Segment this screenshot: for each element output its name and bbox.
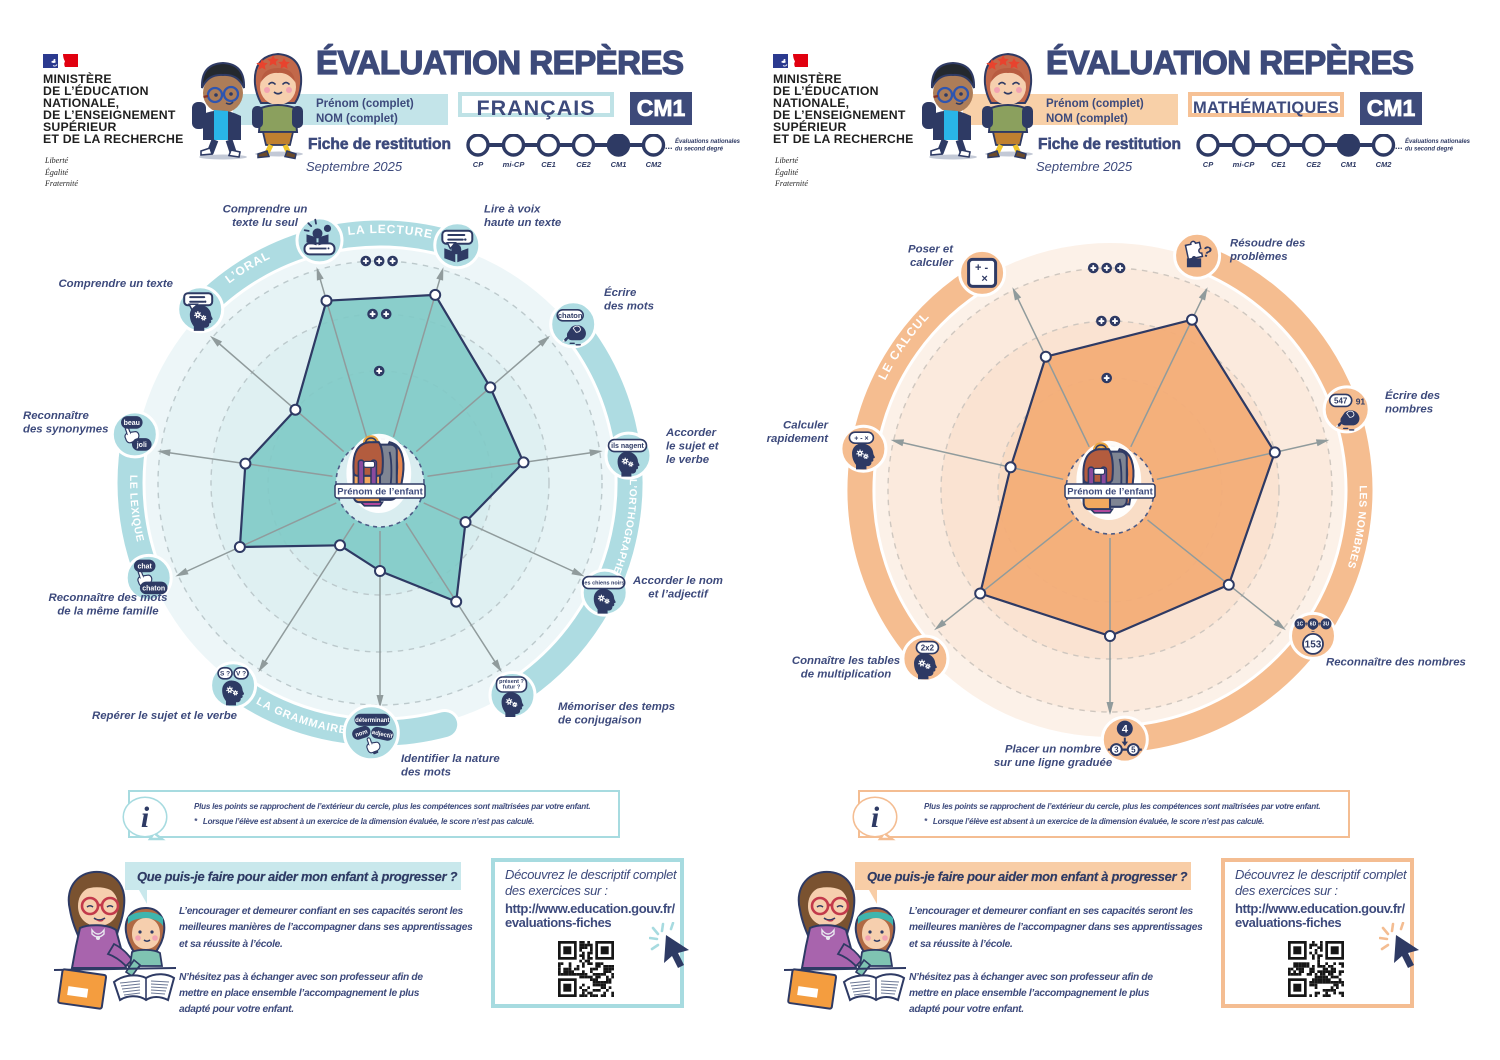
svg-text:futur ?: futur ?: [503, 685, 521, 691]
svg-text:Évaluations nationales: Évaluations nationales: [675, 137, 741, 145]
svg-text:Résoudre des: Résoudre des: [1230, 238, 1305, 250]
svg-text:+: +: [1318, 622, 1322, 628]
svg-text:Mémoriser des temps: Mémoriser des temps: [558, 701, 675, 713]
svg-text:de multiplication: de multiplication: [801, 668, 892, 680]
svg-text:4: 4: [1122, 723, 1129, 735]
svg-text:CM2: CM2: [646, 160, 663, 169]
svg-text:3: 3: [1114, 745, 1119, 754]
svg-text:beau: beau: [124, 420, 140, 427]
svg-text:Identifier la nature: Identifier la nature: [401, 753, 500, 765]
svg-text:Évaluations nationales: Évaluations nationales: [1405, 137, 1471, 145]
svg-text:CM1: CM1: [1341, 160, 1357, 169]
svg-text:rapidement: rapidement: [767, 433, 830, 445]
svg-text:CE1: CE1: [541, 160, 556, 169]
svg-text:joli: joli: [136, 442, 147, 449]
svg-text:des synonymes: des synonymes: [23, 423, 108, 435]
svg-text:×: ×: [981, 273, 987, 285]
svg-text:Connaître les tables: Connaître les tables: [792, 655, 900, 667]
svg-text:5: 5: [1131, 745, 1136, 754]
svg-text:problèmes: problèmes: [1229, 251, 1288, 263]
svg-text:91: 91: [1356, 396, 1366, 406]
svg-text:...: ...: [1395, 141, 1403, 151]
svg-text:+ - ×: + - ×: [854, 435, 868, 442]
svg-text:2x2: 2x2: [921, 644, 935, 653]
svg-text:mi-CP: mi-CP: [1233, 160, 1256, 169]
svg-text:+ -: + -: [975, 262, 988, 274]
svg-text:i: i: [871, 801, 880, 834]
svg-text:Placer un nombre: Placer un nombre: [1005, 744, 1102, 756]
svg-text:Prénom de l’enfant: Prénom de l’enfant: [337, 487, 423, 498]
svg-text:=: =: [1311, 628, 1315, 634]
svg-text:S ?: S ?: [220, 671, 230, 678]
svg-text:Repérer le sujet et le verbe: Repérer le sujet et le verbe: [92, 710, 238, 722]
svg-text:CP: CP: [1203, 160, 1214, 169]
svg-text:texte lu seul: texte lu seul: [232, 217, 299, 229]
svg-text:les chiens noirs: les chiens noirs: [583, 581, 625, 587]
svg-text:de la même famille: de la même famille: [57, 605, 159, 617]
svg-text:haute un texte: haute un texte: [484, 217, 562, 229]
svg-text:+: +: [1305, 622, 1309, 628]
svg-text:6D: 6D: [1310, 622, 1317, 628]
svg-text:CE2: CE2: [576, 160, 591, 169]
svg-text:Reconnaître: Reconnaître: [23, 410, 89, 422]
svg-text:Reconnaître des mots: Reconnaître des mots: [48, 592, 167, 604]
svg-text:Calculer: Calculer: [783, 420, 829, 432]
svg-text:Accorder: Accorder: [665, 427, 717, 439]
svg-text:chaton: chaton: [558, 311, 583, 320]
svg-text:...: ...: [665, 141, 673, 151]
svg-text:chaton: chaton: [142, 585, 165, 592]
svg-text:1C: 1C: [1297, 622, 1304, 628]
svg-text:chat: chat: [137, 563, 152, 570]
svg-text:du second degré: du second degré: [1405, 147, 1454, 153]
svg-text:sur une ligne graduée: sur une ligne graduée: [994, 757, 1113, 769]
svg-text:Reconnaître des nombres: Reconnaître des nombres: [1326, 657, 1466, 669]
svg-text:le verbe: le verbe: [666, 454, 710, 466]
svg-text:nom: nom: [355, 729, 369, 739]
svg-text:?: ?: [1201, 243, 1214, 262]
svg-text:Écrire: Écrire: [604, 286, 637, 299]
svg-text:des mots: des mots: [604, 300, 654, 312]
svg-text:ils nagent: ils nagent: [611, 443, 644, 450]
svg-text:du second degré: du second degré: [675, 147, 724, 153]
svg-text:Comprendre un texte: Comprendre un texte: [58, 278, 173, 290]
svg-text:Accorder le nom: Accorder le nom: [632, 575, 723, 587]
svg-text:CE2: CE2: [1306, 160, 1321, 169]
svg-text:Comprendre un: Comprendre un: [223, 204, 308, 216]
svg-text:déterminant: déterminant: [355, 718, 389, 724]
svg-text:adjectif: adjectif: [371, 730, 394, 740]
svg-text:de conjugaison: de conjugaison: [558, 714, 642, 726]
svg-text:CM2: CM2: [1376, 160, 1393, 169]
svg-text:calculer: calculer: [910, 257, 954, 269]
svg-text:547: 547: [1334, 396, 1348, 405]
svg-text:des mots: des mots: [401, 766, 451, 778]
svg-text:Poser et: Poser et: [908, 244, 954, 256]
svg-text:CE1: CE1: [1271, 160, 1286, 169]
svg-text:le sujet et: le sujet et: [666, 440, 720, 452]
svg-text:présent ?: présent ?: [499, 679, 524, 685]
svg-text:153: 153: [1305, 639, 1322, 650]
svg-text:mi-CP: mi-CP: [503, 160, 526, 169]
svg-text:V ?: V ?: [236, 671, 246, 678]
svg-text:Prénom de l’enfant: Prénom de l’enfant: [1067, 487, 1153, 498]
svg-text:et l’adjectif: et l’adjectif: [648, 588, 709, 600]
svg-text:Lire à voix: Lire à voix: [484, 204, 541, 216]
svg-text:i: i: [141, 801, 150, 834]
svg-text:Écrire des: Écrire des: [1385, 389, 1440, 402]
svg-text:nombres: nombres: [1385, 403, 1433, 415]
svg-text:CM1: CM1: [611, 160, 627, 169]
svg-text:3U: 3U: [1323, 622, 1330, 628]
svg-text:CP: CP: [473, 160, 484, 169]
